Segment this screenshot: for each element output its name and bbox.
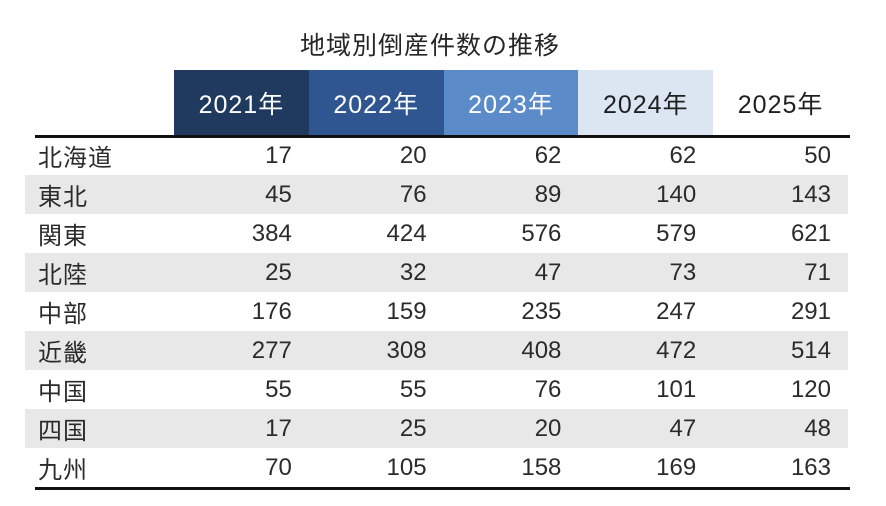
cell-value: 579 — [656, 219, 697, 247]
row-label: 近畿 — [38, 340, 88, 367]
cell-value: 45 — [265, 180, 292, 208]
cell-value: 62 — [534, 141, 562, 169]
cell-value: 47 — [534, 258, 562, 286]
cell-value: 621 — [790, 219, 831, 247]
cell-value: 20 — [534, 414, 562, 442]
cell-value: 50 — [804, 141, 831, 169]
cell-value: 424 — [386, 219, 427, 247]
cell-value: 89 — [534, 180, 562, 208]
row-label: 中部 — [38, 301, 88, 328]
table-row-kinki: 近畿 277 308 408 472 514 — [25, 331, 848, 370]
header-row: 2021年 2022年 2023年 2024年 2025年 — [25, 70, 848, 136]
cell-value: 143 — [790, 180, 831, 208]
cell-value: 55 — [265, 375, 292, 403]
table-row-kyushu: 九州 70 105 158 169 163 — [25, 448, 848, 487]
row-label: 北海道 — [38, 145, 113, 172]
table-row-chugoku: 中国 55 55 76 101 120 — [25, 370, 848, 409]
table-row-tohoku: 東北 45 76 89 140 143 — [25, 175, 848, 214]
cell-value: 47 — [669, 414, 697, 442]
cell-value: 25 — [265, 258, 292, 286]
table-row-shikoku: 四国 17 25 20 47 48 — [25, 409, 848, 448]
cell-value: 247 — [656, 297, 697, 325]
cell-value: 408 — [521, 336, 562, 364]
table-row-hokkaido: 北海道 17 20 62 62 50 — [25, 136, 848, 175]
cell-value: 140 — [656, 180, 697, 208]
cell-value: 48 — [804, 414, 831, 442]
column-header-2025: 2025年 — [737, 91, 824, 119]
page-title: 地域別倒産件数の推移 — [299, 32, 560, 60]
corner-cell — [25, 70, 174, 136]
cell-value: 71 — [804, 258, 831, 286]
cell-value: 158 — [521, 453, 562, 481]
column-header-2024: 2024年 — [578, 70, 714, 136]
cell-value: 163 — [790, 453, 831, 481]
row-label: 北陸 — [38, 262, 88, 289]
cell-value: 472 — [656, 336, 697, 364]
cell-value: 291 — [790, 297, 831, 325]
cell-value: 514 — [790, 336, 831, 364]
cell-value: 576 — [521, 219, 562, 247]
cell-value: 20 — [399, 141, 427, 169]
cell-value: 70 — [265, 453, 292, 481]
cell-value: 101 — [656, 375, 697, 403]
cell-value: 159 — [386, 297, 427, 325]
row-label: 四国 — [38, 418, 88, 445]
cell-value: 17 — [265, 414, 292, 442]
cell-value: 73 — [669, 258, 697, 286]
header-divider — [35, 135, 850, 138]
row-label: 関東 — [38, 223, 88, 250]
cell-value: 105 — [386, 453, 427, 481]
row-label: 東北 — [38, 184, 88, 211]
cell-value: 32 — [399, 258, 427, 286]
cell-value: 169 — [656, 453, 697, 481]
cell-value: 176 — [251, 297, 292, 325]
cell-value: 76 — [534, 375, 562, 403]
row-label: 九州 — [38, 457, 88, 484]
column-header-2023: 2023年 — [443, 70, 579, 136]
cell-value: 235 — [521, 297, 562, 325]
table-row-hokuriku: 北陸 25 32 47 73 71 — [25, 253, 848, 292]
cell-value: 308 — [386, 336, 427, 364]
cell-value: 120 — [790, 375, 831, 403]
cell-value: 384 — [251, 219, 292, 247]
table-bottom-border — [35, 487, 850, 490]
column-header-2021: 2021年 — [174, 70, 309, 136]
cell-value: 76 — [399, 180, 427, 208]
table-row-chubu: 中部 176 159 235 247 291 — [25, 292, 848, 331]
cell-value: 17 — [265, 141, 292, 169]
bankruptcy-table: 2021年 2022年 2023年 2024年 2025年 北海道 17 20 … — [25, 70, 848, 487]
cell-value: 277 — [251, 336, 292, 364]
column-header-2022: 2022年 — [308, 70, 444, 136]
cell-value: 62 — [669, 141, 697, 169]
cell-value: 25 — [399, 414, 427, 442]
table-row-kanto: 関東 384 424 576 579 621 — [25, 214, 848, 253]
row-label: 中国 — [38, 379, 88, 406]
cell-value: 55 — [399, 375, 427, 403]
